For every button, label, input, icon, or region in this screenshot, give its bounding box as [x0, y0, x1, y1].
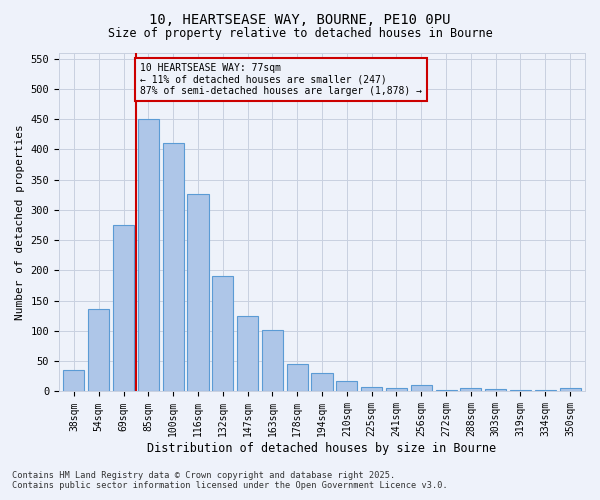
Bar: [336, 380, 358, 392]
Bar: [436, 390, 457, 392]
Bar: [64, 370, 85, 392]
Bar: [460, 388, 481, 392]
X-axis label: Distribution of detached houses by size in Bourne: Distribution of detached houses by size …: [148, 442, 497, 455]
Y-axis label: Number of detached properties: Number of detached properties: [15, 124, 25, 320]
Bar: [187, 194, 209, 392]
Bar: [138, 119, 159, 392]
Text: Size of property relative to detached houses in Bourne: Size of property relative to detached ho…: [107, 28, 493, 40]
Bar: [361, 387, 382, 392]
Bar: [287, 364, 308, 392]
Bar: [88, 308, 109, 392]
Text: 10 HEARTSEASE WAY: 77sqm
← 11% of detached houses are smaller (247)
87% of semi-: 10 HEARTSEASE WAY: 77sqm ← 11% of detach…: [140, 63, 422, 96]
Bar: [311, 374, 332, 392]
Bar: [262, 330, 283, 392]
Bar: [535, 390, 556, 392]
Bar: [510, 390, 531, 392]
Bar: [560, 388, 581, 392]
Bar: [485, 389, 506, 392]
Text: 10, HEARTSEASE WAY, BOURNE, PE10 0PU: 10, HEARTSEASE WAY, BOURNE, PE10 0PU: [149, 12, 451, 26]
Bar: [237, 316, 258, 392]
Text: Contains HM Land Registry data © Crown copyright and database right 2025.
Contai: Contains HM Land Registry data © Crown c…: [12, 470, 448, 490]
Bar: [386, 388, 407, 392]
Bar: [411, 386, 432, 392]
Bar: [163, 144, 184, 392]
Bar: [212, 276, 233, 392]
Bar: [113, 225, 134, 392]
